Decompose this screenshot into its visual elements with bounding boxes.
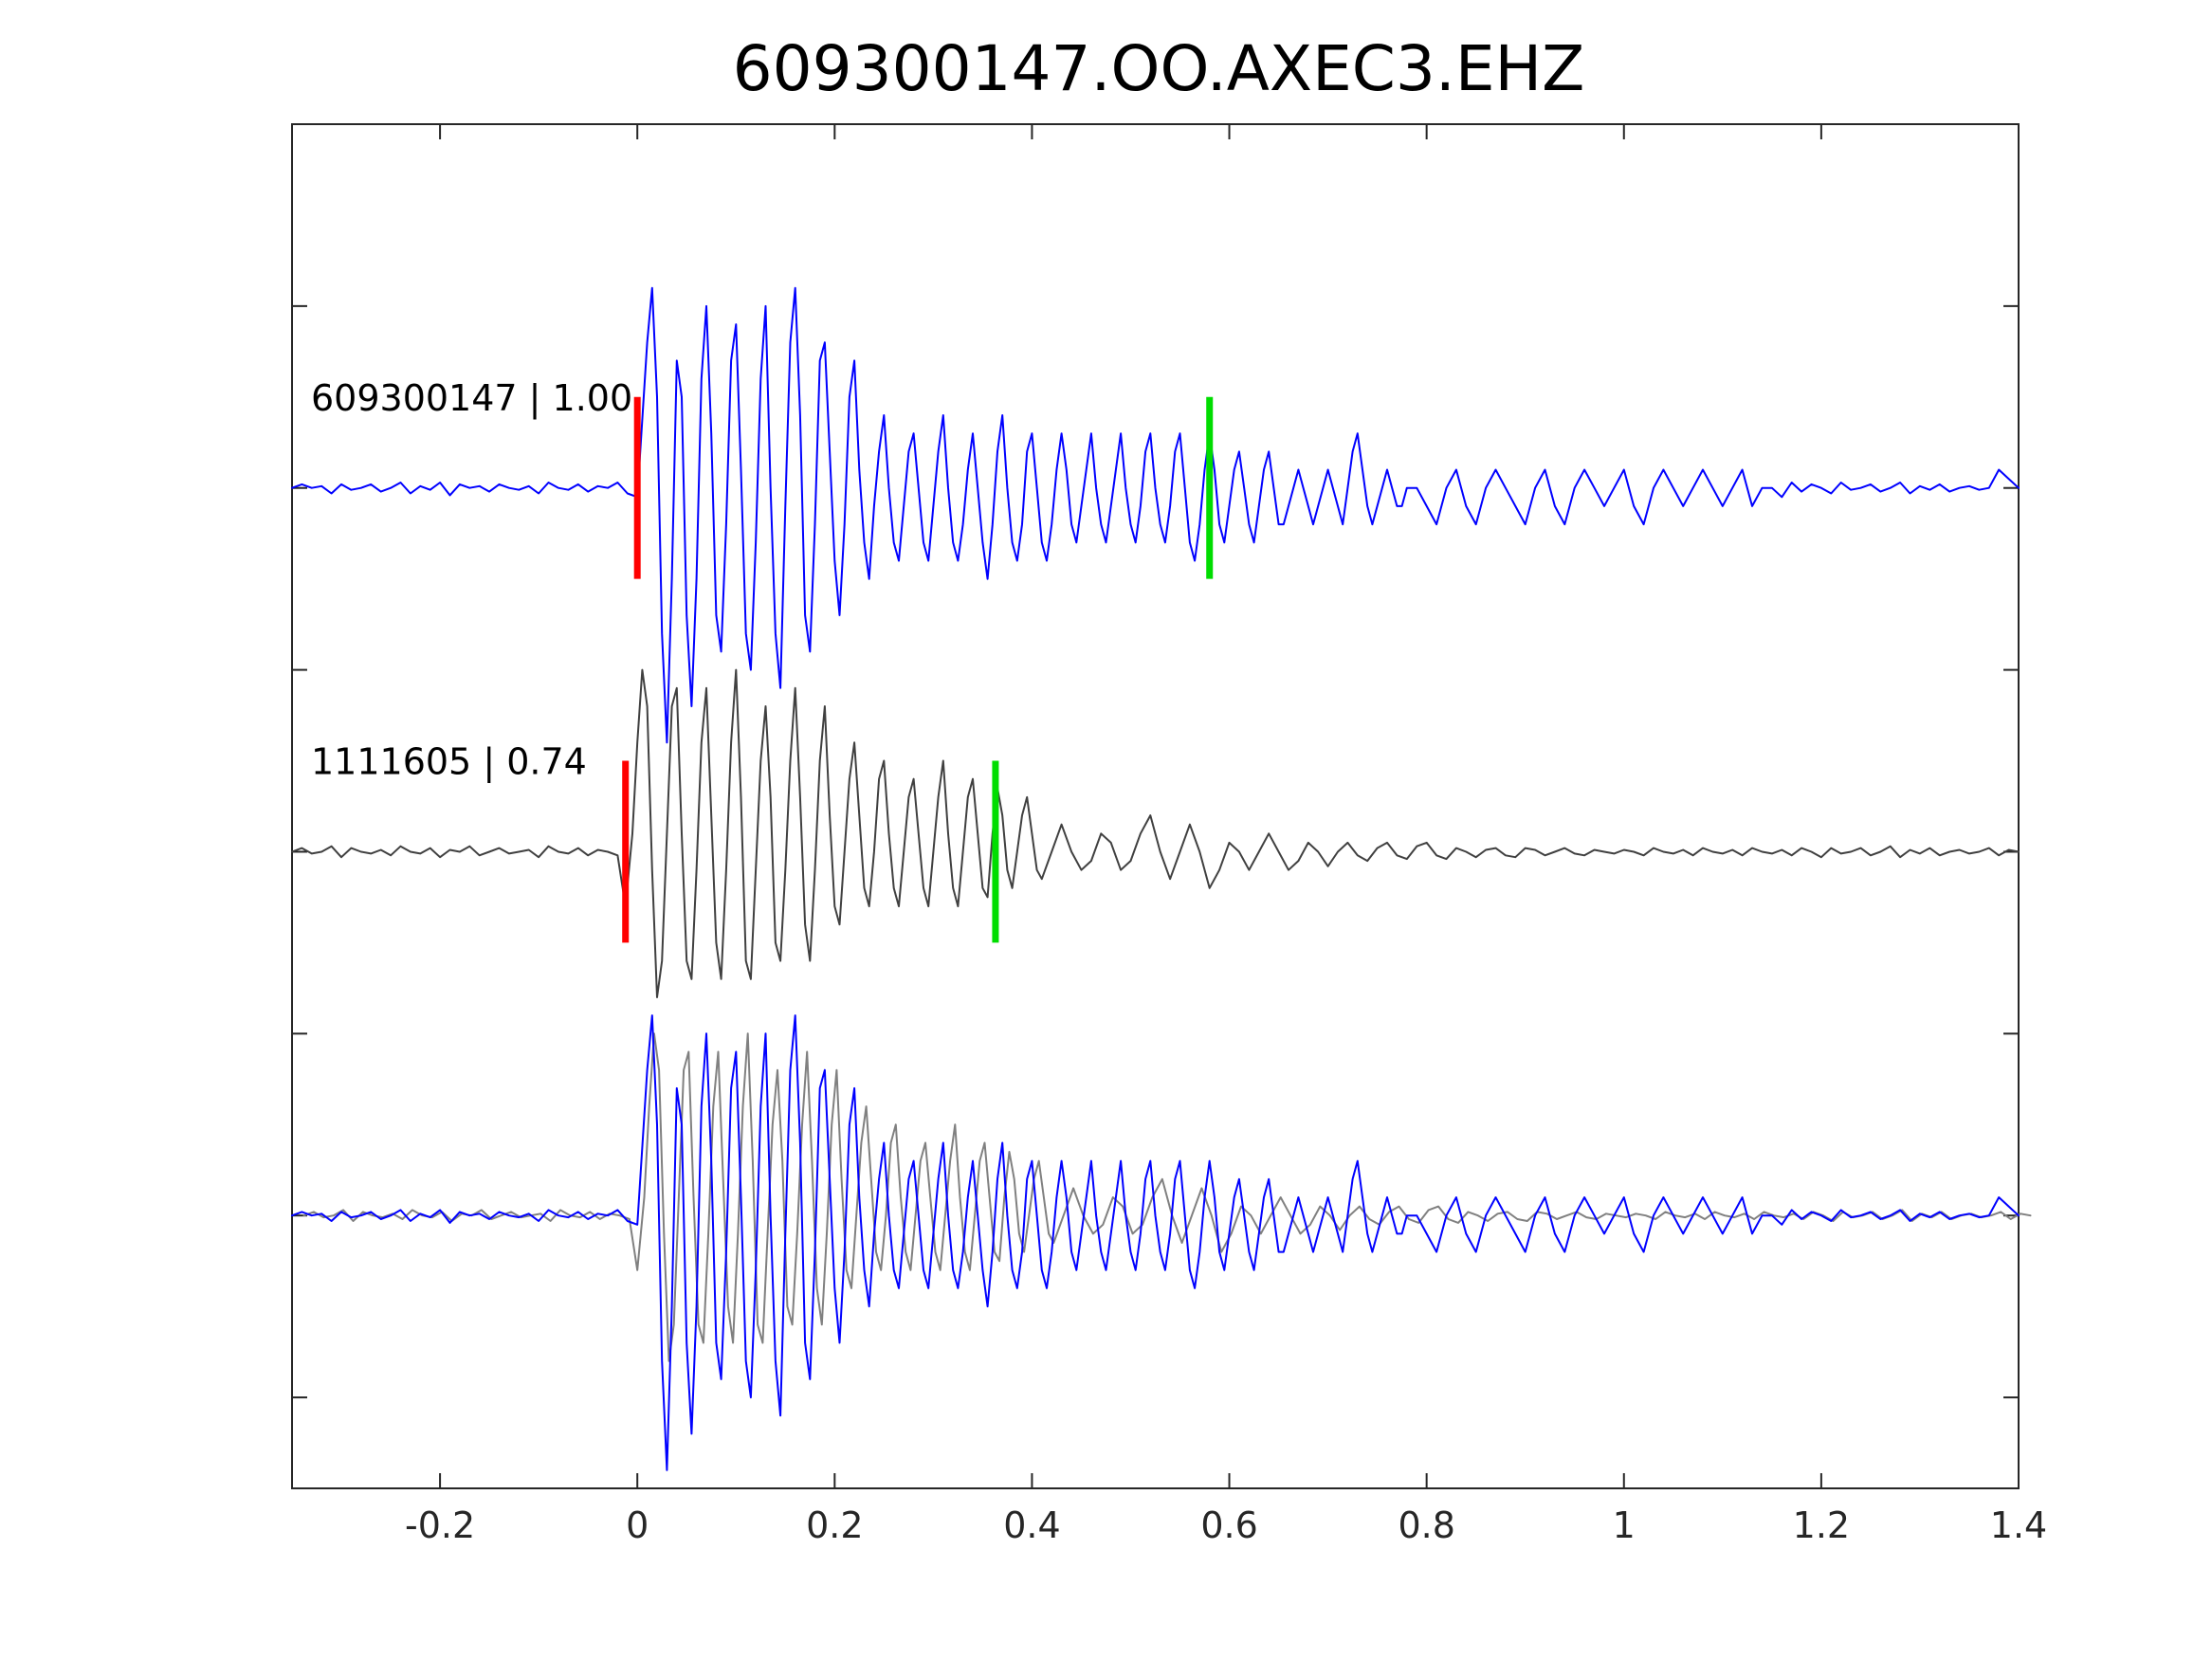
overlay-traces <box>291 1014 2032 1471</box>
overlay-waveform-609300147 <box>291 1014 2020 1471</box>
x-tick-label: 0.4 <box>1003 1504 1060 1546</box>
x-tick-label: 1 <box>1613 1504 1636 1546</box>
x-tick-label: -0.2 <box>405 1504 475 1546</box>
plot-area-frame <box>291 123 2020 1489</box>
trace-labels: 609300147 | 1.00 1111605 | 0.74 <box>311 377 632 784</box>
x-axis-ticks: -0.2 0 0.2 0.4 0.6 0.8 1 1.2 1.4 <box>405 124 2047 1546</box>
chart-title: 609300147.OO.AXEC3.EHZ <box>733 32 1585 105</box>
x-tick-label: 0.8 <box>1398 1504 1454 1546</box>
x-tick-label: 1.2 <box>1793 1504 1850 1546</box>
x-tick-label: 0 <box>626 1504 649 1546</box>
x-tick-label: 0.2 <box>806 1504 863 1546</box>
trace-waveform-609300147 <box>291 286 2020 744</box>
x-tick-label: 0.6 <box>1200 1504 1257 1546</box>
x-tick-label: 1.4 <box>1990 1504 2047 1546</box>
trace-label: 609300147 | 1.00 <box>311 377 632 420</box>
trace-label: 1111605 | 0.74 <box>311 741 587 784</box>
phase-picks <box>622 396 1214 943</box>
